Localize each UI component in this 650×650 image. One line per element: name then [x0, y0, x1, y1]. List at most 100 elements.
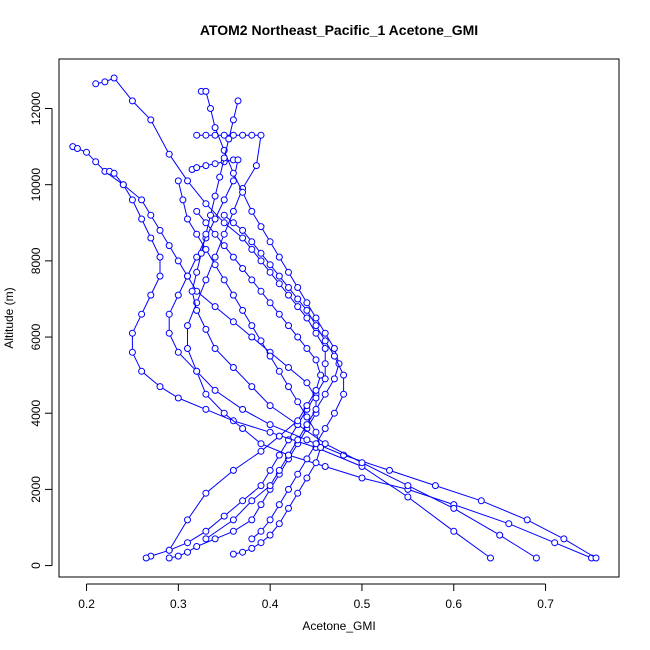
data-point — [179, 196, 187, 204]
data-point — [275, 501, 283, 509]
data-point — [340, 371, 348, 379]
data-point — [340, 390, 348, 398]
x-axis-label: Acetone_GMI — [302, 619, 375, 633]
data-point — [312, 329, 320, 337]
data-point — [202, 245, 210, 253]
data-point — [285, 485, 292, 493]
y-tick-label: 6000 — [29, 323, 43, 350]
data-point — [330, 409, 338, 417]
data-point — [147, 116, 155, 124]
data-point — [294, 436, 302, 444]
data-point — [294, 489, 302, 497]
data-point — [229, 550, 237, 558]
data-point — [285, 383, 292, 391]
data-point — [450, 504, 458, 512]
data-point — [266, 466, 274, 474]
data-point — [202, 219, 210, 227]
data-point — [225, 135, 233, 143]
data-point — [266, 516, 274, 524]
data-point — [193, 306, 201, 314]
data-point — [128, 196, 136, 204]
data-point — [184, 177, 191, 185]
data-point — [303, 421, 311, 429]
data-point — [156, 253, 164, 261]
x-axis: 0.2 0.3 0.4 0.5 0.6 0.7 — [78, 583, 554, 611]
data-point — [211, 124, 219, 132]
data-point — [330, 345, 338, 352]
series-line — [72, 146, 317, 559]
data-point — [193, 253, 201, 261]
data-point — [92, 158, 100, 166]
data-point — [165, 150, 173, 158]
data-point — [294, 333, 302, 341]
data-point — [239, 548, 247, 556]
data-point — [202, 489, 210, 497]
data-point — [174, 552, 182, 560]
data-point — [294, 284, 302, 291]
data-point — [220, 219, 228, 227]
data-point — [119, 181, 127, 189]
data-point — [229, 318, 237, 326]
y-tick-label: 10000 — [29, 168, 43, 202]
data-point — [165, 310, 173, 318]
data-point — [211, 303, 219, 311]
data-point — [312, 405, 320, 413]
data-point — [101, 78, 109, 86]
data-point — [275, 253, 283, 261]
data-point — [275, 280, 283, 288]
data-point — [202, 535, 210, 543]
data-point — [257, 257, 265, 265]
data-point — [358, 474, 366, 482]
data-point — [275, 310, 283, 318]
data-point — [229, 364, 237, 371]
data-point — [257, 447, 265, 455]
data-point — [321, 390, 329, 398]
data-point — [229, 291, 237, 299]
data-point — [312, 394, 320, 402]
data-point — [248, 276, 256, 284]
x-tick-label: 0.2 — [78, 597, 95, 611]
y-tick-label: 0 — [29, 562, 43, 569]
data-point — [358, 459, 366, 467]
data-point — [211, 386, 219, 394]
data-point — [317, 371, 325, 379]
data-point — [312, 386, 320, 394]
data-point — [202, 390, 210, 398]
y-tick-label: 12000 — [29, 92, 43, 126]
data-point — [303, 413, 311, 421]
data-point — [220, 242, 228, 250]
data-point — [147, 211, 155, 219]
data-point — [257, 337, 265, 345]
data-point — [202, 527, 210, 535]
data-point — [294, 398, 302, 406]
series-10 — [220, 211, 348, 543]
series-7 — [188, 97, 540, 562]
data-point — [174, 291, 182, 299]
data-point — [147, 291, 155, 299]
data-point — [128, 329, 136, 337]
data-point — [184, 539, 191, 547]
data-point — [487, 554, 494, 562]
data-point — [294, 417, 302, 425]
data-point — [312, 322, 320, 330]
data-point — [211, 230, 219, 238]
data-point — [257, 482, 265, 490]
data-point — [207, 211, 214, 219]
series-8 — [174, 177, 325, 558]
data-point — [266, 421, 274, 429]
data-point — [211, 261, 219, 269]
data-point — [312, 459, 320, 467]
data-point — [188, 287, 196, 295]
data-point — [257, 287, 265, 295]
data-point — [110, 169, 118, 177]
data-point — [239, 188, 247, 196]
data-point — [156, 226, 164, 234]
series-line — [109, 170, 491, 559]
x-tick-label: 0.5 — [354, 597, 371, 611]
data-point — [266, 352, 274, 360]
series-9 — [165, 207, 325, 554]
data-point — [257, 501, 265, 509]
data-point — [404, 482, 412, 490]
